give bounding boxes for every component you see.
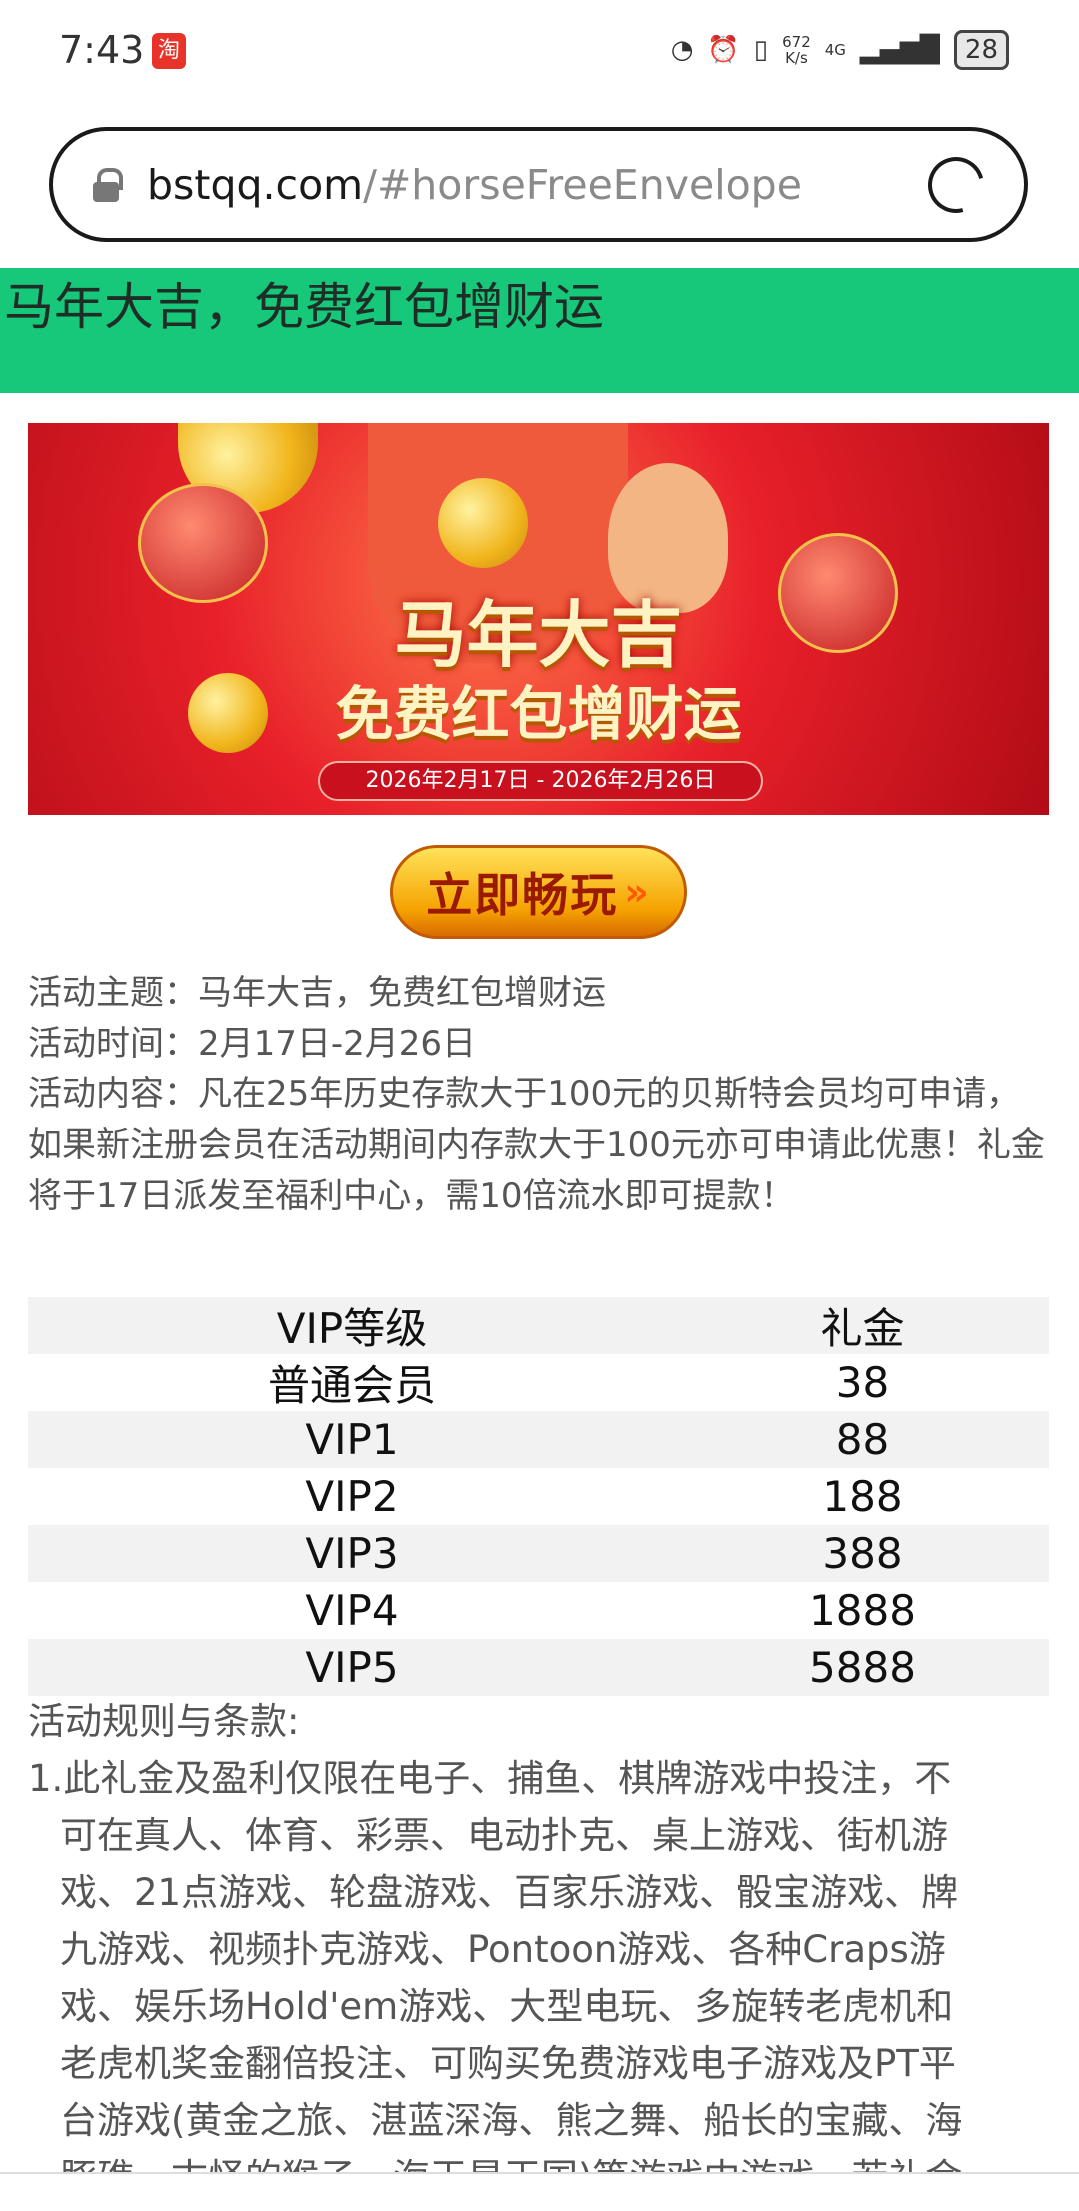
- vip-level-cell: VIP等级: [276, 1304, 428, 1353]
- coin-image: [188, 673, 268, 753]
- status-time: 7:43: [59, 28, 145, 72]
- lock-icon[interactable]: [93, 167, 123, 202]
- page-header: 马年大吉，免费红包增财运: [0, 268, 1079, 393]
- signal-icon: ▂▄▆█: [859, 35, 940, 65]
- table-row: VIP1 88: [28, 1411, 1049, 1468]
- rule-line: 台游戏(黄金之旅、湛蓝深海、熊之舞、船长的宝藏、海: [60, 2099, 963, 2142]
- promo-banner[interactable]: 马年大吉 免费红包增财运 2026年2月17日 - 2026年2月26日: [28, 423, 1049, 815]
- url-text[interactable]: bstqq.com/#horseFreeEnvelope: [147, 161, 928, 209]
- page-title: 马年大吉，免费红包增财运: [4, 278, 604, 336]
- status-bar: 7:43 淘 ◔ ⏰ ▯ 672 K/s 4G ▂▄▆█ 28: [0, 0, 1079, 100]
- vip-level-cell: 普通会员: [267, 1361, 436, 1410]
- vibrate-icon: ▯: [753, 35, 769, 65]
- vip-level-cell: VIP3: [305, 1529, 399, 1578]
- bonus-cell: 1888: [809, 1586, 916, 1635]
- lantern-right-image: [778, 533, 898, 653]
- url-path: /#horseFreeEnvelope: [363, 160, 802, 209]
- yuan-coin-image: [438, 478, 528, 568]
- bonus-cell: 188: [822, 1472, 903, 1521]
- activity-time: 活动时间：2月17日-2月26日: [28, 1023, 477, 1064]
- rules-section: 活动规则与条款: 1.此礼金及盈利仅限在电子、捕鱼、棋牌游戏中投注，不可在真人、…: [28, 1693, 1058, 2172]
- rule-line: 老虎机奖金翻倍投注、可购买免费游戏电子游戏及PT平: [60, 2042, 956, 2085]
- url-host: bstqq.com: [147, 160, 364, 209]
- vip-bonus-table: VIP等级 礼金普通会员 38 VIP1 88 VIP2 188 VIP3 388 VIP4 188…: [28, 1297, 1049, 1696]
- double-chevron-icon: »: [624, 870, 651, 914]
- bonus-cell: 88: [835, 1415, 890, 1464]
- vip-level-cell: VIP2: [305, 1472, 399, 1521]
- lantern-left-image: [138, 483, 268, 603]
- banner-subtitle: 免费红包增财运: [335, 680, 742, 748]
- bonus-cell: 礼金: [820, 1304, 905, 1353]
- rule-line: 可在真人、体育、彩票、电动扑克、桌上游戏、街机游: [60, 1814, 948, 1857]
- table-row: VIP2 188: [28, 1468, 1049, 1525]
- battery-indicator: 28: [953, 30, 1009, 70]
- rule-line: 九游戏、视频扑克游戏、Pontoon游戏、各种Craps游: [60, 1928, 946, 1971]
- bonus-cell: 5888: [809, 1643, 916, 1692]
- table-row: VIP4 1888: [28, 1582, 1049, 1639]
- status-icons: ◔ ⏰ ▯ 672 K/s 4G ▂▄▆█ 28: [671, 30, 1009, 70]
- reload-icon[interactable]: [917, 146, 995, 223]
- activity-theme: 活动主题：马年大吉，免费红包增财运: [28, 973, 606, 1013]
- rule-line: 豚礁、古怪的猴子、海王星王国)等游戏中游戏，若礼金: [28, 2149, 1058, 2172]
- vip-level-cell: VIP4: [305, 1586, 399, 1635]
- rule-line: 1.此礼金及盈利仅限在电子、捕鱼、棋牌游戏中投注，不: [28, 1757, 952, 1800]
- network-type: 4G: [824, 41, 846, 59]
- banner-title: 马年大吉: [394, 593, 683, 677]
- vip-level-cell: VIP5: [305, 1643, 399, 1692]
- rules-heading: 活动规则与条款:: [28, 1700, 300, 1743]
- table-row: 普通会员 38: [28, 1354, 1049, 1411]
- speed-value: 672: [782, 33, 811, 51]
- banner-dates: 2026年2月17日 - 2026年2月26日: [318, 761, 763, 801]
- bonus-cell: 38: [835, 1358, 890, 1407]
- play-now-button[interactable]: 立即畅玩»: [390, 845, 687, 939]
- bonus-cell: 388: [822, 1529, 903, 1578]
- table-row: VIP5 5888: [28, 1639, 1049, 1696]
- table-row: VIP3 388: [28, 1525, 1049, 1582]
- bottom-bar: [0, 2174, 1079, 2211]
- divider: [0, 2172, 1079, 2174]
- speedometer-icon: ◔: [670, 35, 694, 65]
- alarm-icon: ⏰: [707, 35, 740, 65]
- play-now-label: 立即畅玩: [426, 868, 619, 922]
- rule-line: 戏、21点游戏、轮盘游戏、百家乐游戏、骰宝游戏、牌: [60, 1871, 959, 1914]
- table-header: VIP等级 礼金: [28, 1297, 1049, 1354]
- vip-level-cell: VIP1: [305, 1415, 399, 1464]
- activity-content: 活动内容：凡在25年历史存款大于100元的贝斯特会员均可申请，如果新注册会员在活…: [28, 1074, 1045, 1216]
- horse-mascot-image: [608, 463, 728, 613]
- taobao-notification-icon: 淘: [152, 33, 186, 69]
- activity-intro: 活动主题：马年大吉，免费红包增财运 活动时间：2月17日-2月26日 活动内容：…: [28, 968, 1058, 1222]
- rule-line: 戏、娱乐场Hold'em游戏、大型电玩、多旋转老虎机和: [60, 1985, 954, 2028]
- address-bar[interactable]: bstqq.com/#horseFreeEnvelope: [49, 127, 1028, 242]
- speed-unit: K/s: [785, 49, 808, 67]
- network-speed: 672 K/s: [782, 34, 811, 66]
